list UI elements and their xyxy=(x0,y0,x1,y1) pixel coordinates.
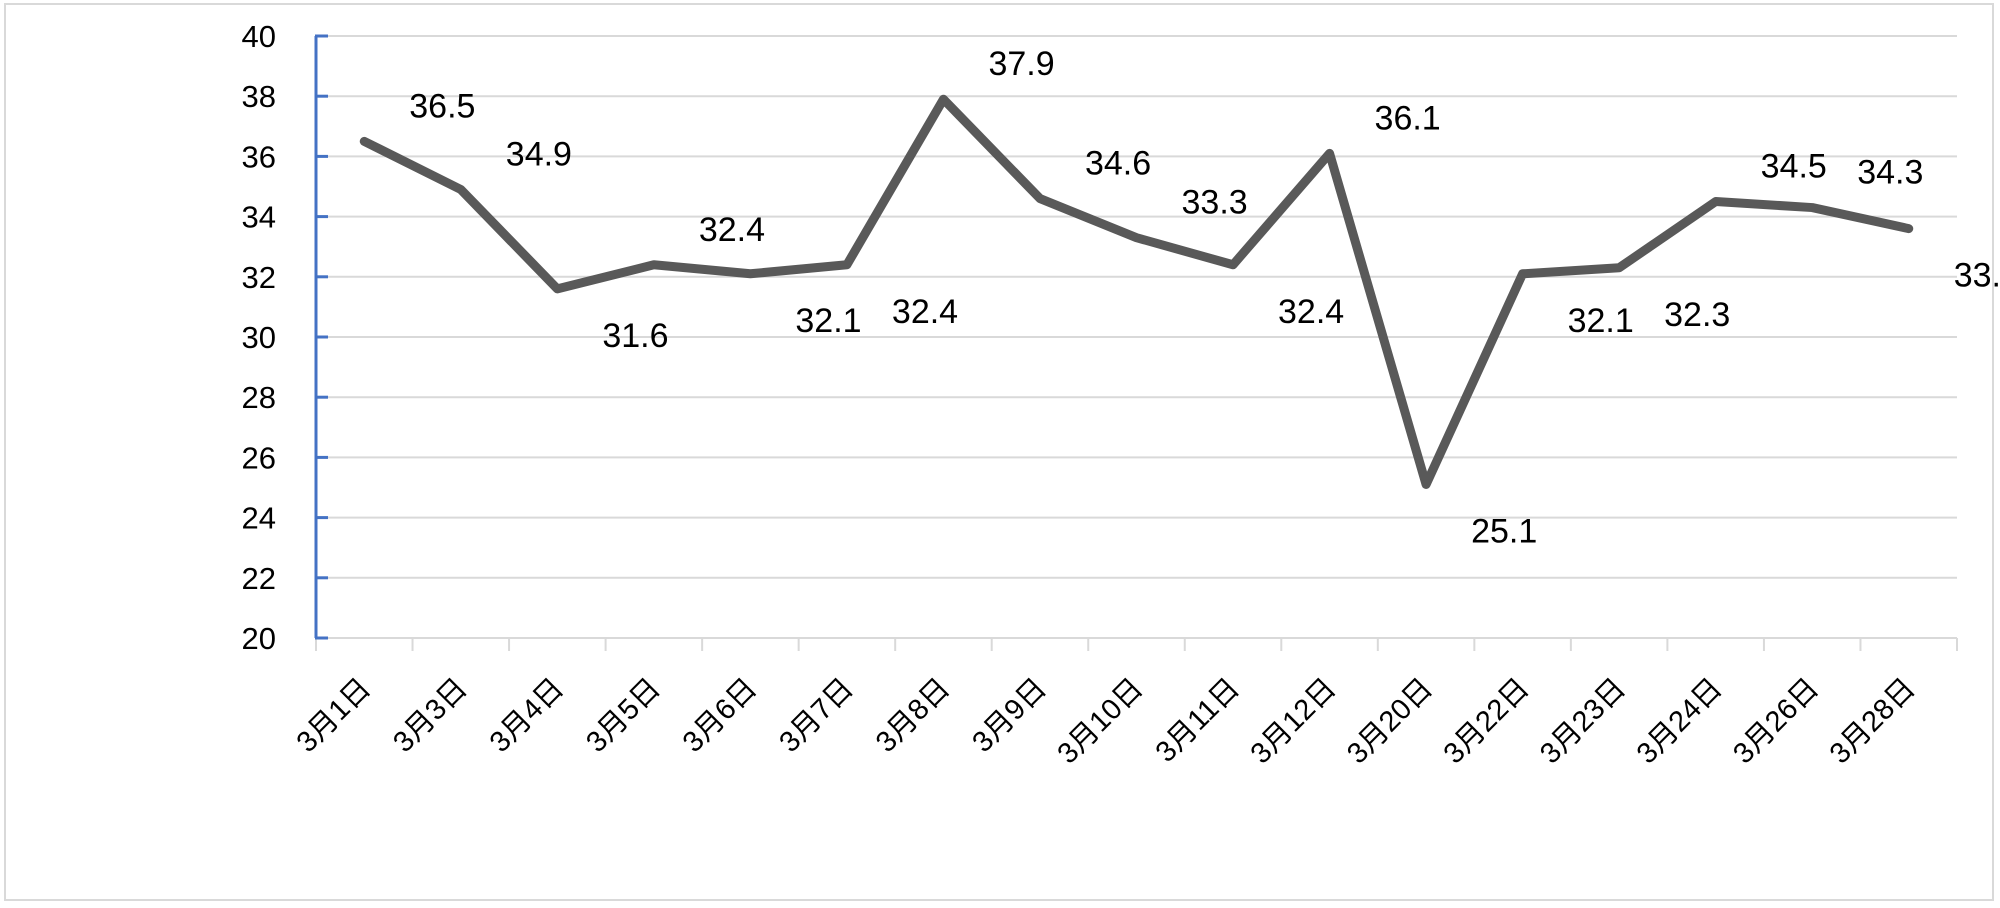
y-tick-label-26: 26 xyxy=(242,440,276,475)
data-label: 37.9 xyxy=(988,45,1054,83)
x-tick-label: 3月28日 xyxy=(1824,672,1922,770)
data-label: 33.6 xyxy=(1954,257,2000,295)
x-tick-label: 3月7日 xyxy=(773,672,859,758)
data-label: 32.1 xyxy=(795,302,861,340)
y-axis-tick-labels: 20 22 24 26 28 30 32 34 36 38 40 xyxy=(242,19,276,656)
data-label: 32.4 xyxy=(699,211,765,249)
x-tick-label: 3月24日 xyxy=(1631,672,1729,770)
x-tick-label: 3月6日 xyxy=(677,672,763,758)
data-label: 32.3 xyxy=(1664,296,1730,334)
x-tick-label: 3月26日 xyxy=(1727,672,1825,770)
data-label: 36.5 xyxy=(409,87,475,125)
data-label: 31.6 xyxy=(602,317,668,355)
x-tick-label: 3月9日 xyxy=(966,672,1052,758)
y-tick-label-30: 30 xyxy=(242,320,276,355)
series-line-0 xyxy=(359,94,1914,489)
data-labels: 36.5 34.9 31.6 32.4 32.1 32.4 37.9 34.6 33.3 32.4… xyxy=(409,45,2000,550)
x-tick-label: 3月5日 xyxy=(580,672,666,758)
x-tick-label: 3月23日 xyxy=(1534,672,1632,770)
x-tick-label: 3月20日 xyxy=(1341,672,1439,770)
data-label: 33.3 xyxy=(1182,184,1248,222)
data-label: 32.1 xyxy=(1568,302,1634,340)
x-tick-label: 3月1日 xyxy=(291,672,377,758)
y-tick-label-38: 38 xyxy=(242,79,276,114)
y-tick-label-24: 24 xyxy=(242,501,276,536)
y-axis xyxy=(314,34,328,640)
y-tick-label-20: 20 xyxy=(242,621,276,656)
data-label: 34.3 xyxy=(1857,154,1923,192)
x-tick-label: 3月12日 xyxy=(1245,672,1343,770)
y-tick-label-34: 34 xyxy=(242,200,276,235)
x-tick-label: 3月3日 xyxy=(387,672,473,758)
data-label: 25.1 xyxy=(1471,512,1537,550)
data-label: 36.1 xyxy=(1375,99,1441,137)
x-tick-label: 3月11日 xyxy=(1150,672,1246,768)
x-tick-label: 3月8日 xyxy=(870,672,956,758)
gridlines xyxy=(316,35,1957,579)
series-lines xyxy=(359,94,1914,489)
y-tick-label-28: 28 xyxy=(242,380,276,415)
x-tick-label: 3月22日 xyxy=(1438,672,1536,770)
data-label: 34.6 xyxy=(1085,145,1151,183)
x-tick-label: 3月10日 xyxy=(1052,672,1150,770)
data-label: 34.9 xyxy=(506,136,572,174)
data-label: 34.5 xyxy=(1761,148,1827,186)
data-label: 32.4 xyxy=(1278,293,1344,331)
data-label: 32.4 xyxy=(892,293,958,331)
y-tick-label-40: 40 xyxy=(242,19,276,54)
x-tick-label: 3月4日 xyxy=(484,672,570,758)
y-tick-label-22: 22 xyxy=(242,561,276,596)
x-axis xyxy=(315,637,1958,651)
y-tick-label-32: 32 xyxy=(242,260,276,295)
y-tick-label-36: 36 xyxy=(242,139,276,174)
